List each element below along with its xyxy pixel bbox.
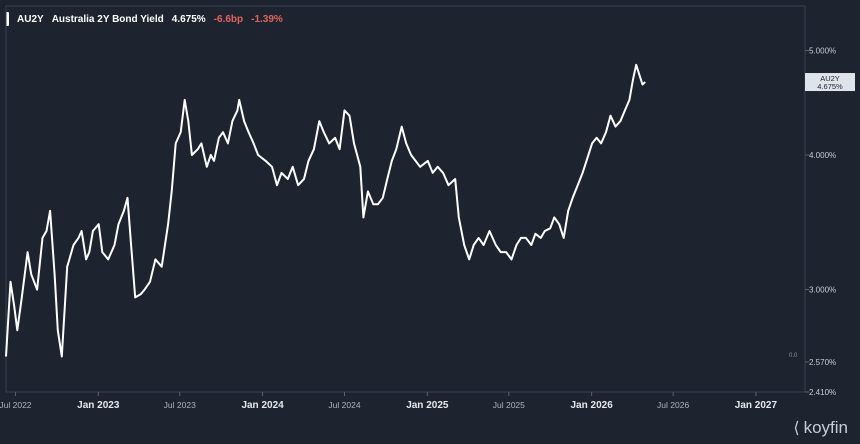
minor-axis-label: 0.0 (789, 353, 798, 359)
x-tick-label: Jul 2026 (657, 400, 689, 410)
x-tick-label: Jul 2022 (0, 400, 32, 410)
x-tick-label: Jan 2023 (77, 400, 120, 411)
y-tick-label: 2.570% (809, 358, 836, 367)
x-tick-label: Jul 2024 (328, 400, 360, 410)
series-color-marker (6, 12, 9, 26)
x-tick-label: Jan 2027 (735, 400, 778, 411)
x-tick-label: Jan 2025 (406, 400, 449, 411)
y-tick-label: 3.000% (809, 286, 836, 295)
x-tick-label: Jan 2024 (241, 400, 284, 411)
change-percent: -1.39% (251, 13, 283, 25)
brand-name: koyfin (803, 418, 848, 437)
last-value-tag (805, 73, 855, 92)
y-tick-label: 5.000% (809, 47, 836, 56)
x-tick-label: Jan 2026 (571, 400, 614, 411)
last-price: 4.675% (171, 13, 206, 25)
ticker-symbol[interactable]: AU2Y (17, 13, 44, 25)
series-line[interactable] (5, 63, 646, 358)
y-tick-label: 4.000% (809, 151, 836, 160)
brand-watermark: ⟨ koyfin (793, 418, 848, 438)
last-value-ticker: AU2Y (820, 74, 840, 83)
chart-header: AU2Y Australia 2Y Bond Yield 4.675% -6.6… (6, 10, 283, 28)
plot-frame (5, 5, 806, 393)
security-name: Australia 2Y Bond Yield (51, 13, 164, 25)
x-tick-label: Jul 2025 (493, 400, 525, 410)
y-tick-label: 2.410% (809, 388, 836, 397)
koyfin-k-icon: ⟨ (793, 420, 800, 437)
x-tick-label: Jul 2023 (164, 400, 196, 410)
last-value-text: 4.675% (817, 82, 843, 91)
change-bp: -6.6bp (213, 13, 244, 25)
